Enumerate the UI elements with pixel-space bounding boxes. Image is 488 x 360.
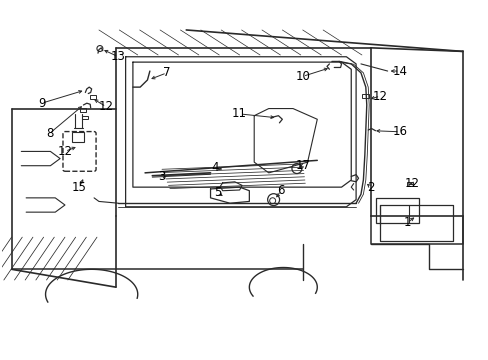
Bar: [82, 116, 88, 120]
Text: 16: 16: [391, 125, 407, 138]
Text: 3: 3: [158, 170, 165, 183]
Bar: [72, 132, 84, 143]
Bar: [361, 94, 368, 98]
Text: 12: 12: [372, 90, 387, 103]
Text: 12: 12: [58, 145, 72, 158]
Text: 10: 10: [295, 70, 309, 83]
Text: 17: 17: [295, 159, 309, 172]
Bar: [90, 95, 96, 99]
Bar: [375, 198, 418, 223]
Text: 13: 13: [111, 50, 125, 63]
Text: 12: 12: [99, 100, 114, 113]
Bar: [80, 108, 86, 112]
Text: 1: 1: [403, 216, 410, 229]
Bar: [406, 181, 412, 185]
Text: 2: 2: [366, 181, 374, 194]
FancyBboxPatch shape: [63, 131, 96, 171]
Text: 8: 8: [46, 127, 53, 140]
Text: 12: 12: [404, 177, 419, 190]
Text: 11: 11: [232, 107, 246, 120]
Text: 6: 6: [277, 184, 284, 197]
Text: 14: 14: [391, 64, 407, 77]
Text: 9: 9: [38, 97, 45, 110]
Text: 5: 5: [214, 186, 221, 199]
Text: 7: 7: [163, 66, 170, 79]
Text: 4: 4: [211, 161, 219, 174]
Text: 15: 15: [72, 181, 87, 194]
